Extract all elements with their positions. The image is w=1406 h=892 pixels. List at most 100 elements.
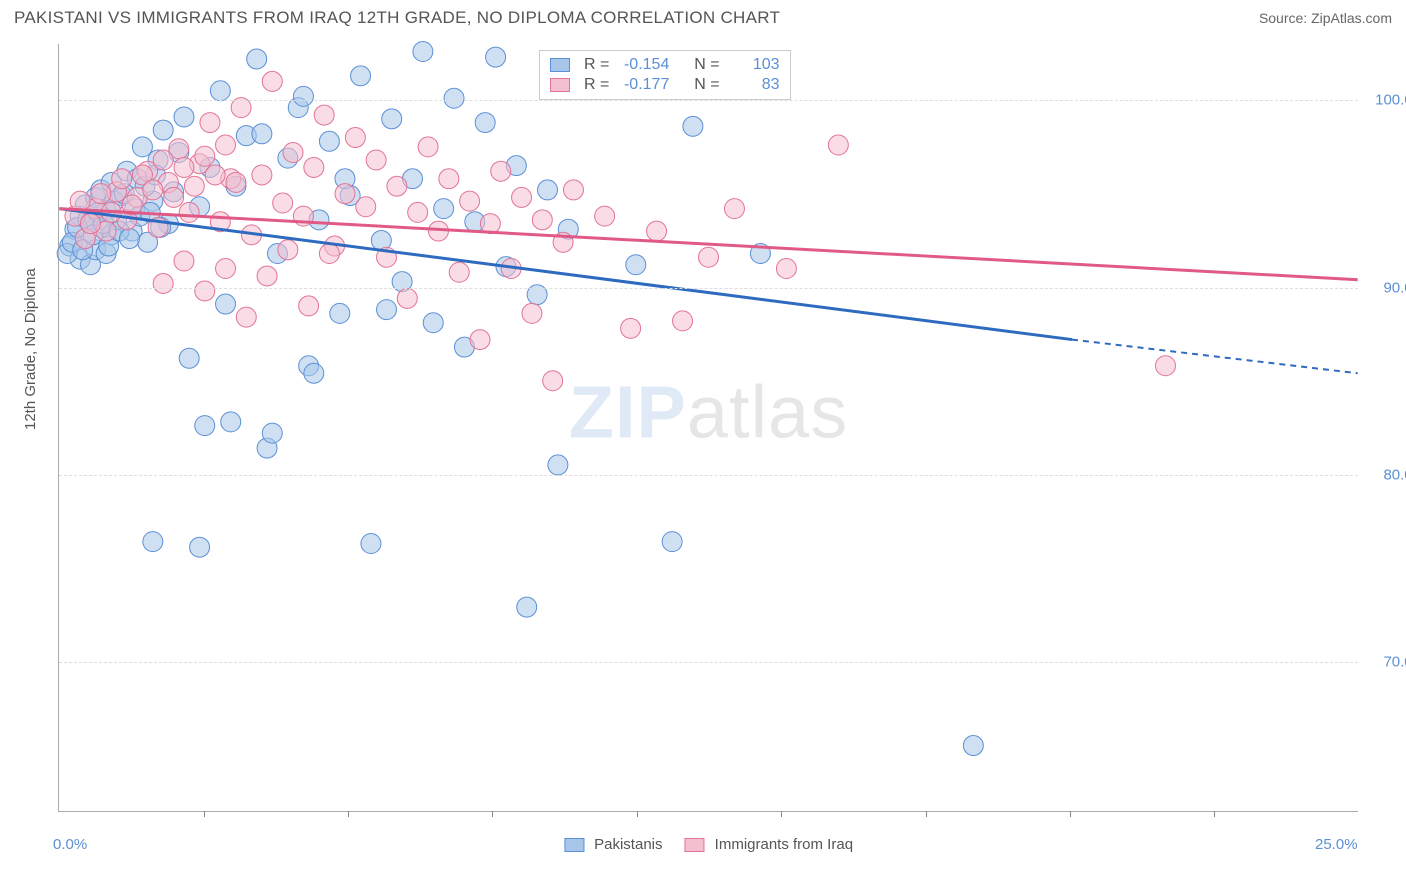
data-point bbox=[273, 193, 293, 213]
data-point bbox=[226, 172, 246, 192]
data-point bbox=[470, 330, 490, 350]
data-point bbox=[330, 303, 350, 323]
data-point bbox=[112, 169, 132, 189]
legend-item-0: Pakistanis bbox=[564, 836, 663, 853]
data-point bbox=[647, 221, 667, 241]
r-label-1: R = bbox=[584, 76, 609, 94]
data-point bbox=[418, 137, 438, 157]
data-point bbox=[335, 184, 355, 204]
r-value-0: -0.154 bbox=[617, 56, 669, 74]
data-point bbox=[444, 88, 464, 108]
data-point bbox=[439, 169, 459, 189]
legend-bottom: Pakistanis Immigrants from Iraq bbox=[564, 836, 853, 853]
x-tick-label: 0.0% bbox=[53, 836, 87, 853]
trend-line-extrapolated bbox=[1072, 340, 1358, 374]
data-point bbox=[304, 363, 324, 383]
data-point bbox=[423, 313, 443, 333]
data-point bbox=[397, 288, 417, 308]
data-point bbox=[963, 736, 983, 756]
chart-title: PAKISTANI VS IMMIGRANTS FROM IRAQ 12TH G… bbox=[14, 8, 780, 28]
data-point bbox=[205, 165, 225, 185]
data-point bbox=[143, 532, 163, 552]
data-point bbox=[299, 296, 319, 316]
data-point bbox=[449, 262, 469, 282]
scatter-plot bbox=[59, 44, 1358, 811]
data-point bbox=[195, 146, 215, 166]
data-point bbox=[538, 180, 558, 200]
data-point bbox=[262, 71, 282, 91]
data-point bbox=[262, 423, 282, 443]
data-point bbox=[174, 251, 194, 271]
data-point bbox=[195, 416, 215, 436]
swatch-series-1 bbox=[550, 78, 570, 92]
data-point bbox=[247, 49, 267, 69]
data-point bbox=[387, 176, 407, 196]
swatch-series-0 bbox=[550, 58, 570, 72]
n-value-0: 103 bbox=[728, 56, 780, 74]
n-label-0: N = bbox=[694, 56, 719, 74]
data-point bbox=[252, 124, 272, 144]
data-point bbox=[532, 210, 552, 230]
data-point bbox=[662, 532, 682, 552]
data-point bbox=[351, 66, 371, 86]
data-point bbox=[1156, 356, 1176, 376]
data-point bbox=[81, 214, 101, 234]
data-point bbox=[512, 187, 532, 207]
data-point bbox=[304, 157, 324, 177]
data-point bbox=[216, 294, 236, 314]
header: PAKISTANI VS IMMIGRANTS FROM IRAQ 12TH G… bbox=[0, 0, 1406, 32]
data-point bbox=[174, 157, 194, 177]
correlation-legend: R = -0.154 N = 103 R = -0.177 N = 83 bbox=[539, 50, 791, 100]
x-tick bbox=[637, 811, 638, 817]
n-value-1: 83 bbox=[728, 76, 780, 94]
legend-swatch-1 bbox=[685, 838, 705, 852]
x-tick bbox=[926, 811, 927, 817]
data-point bbox=[216, 135, 236, 155]
data-point bbox=[408, 202, 428, 222]
gridline-h bbox=[59, 288, 1358, 289]
y-tick-label: 100.0% bbox=[1375, 92, 1406, 109]
data-point bbox=[548, 455, 568, 475]
r-label-0: R = bbox=[584, 56, 609, 74]
data-point bbox=[179, 202, 199, 222]
data-point bbox=[210, 81, 230, 101]
data-point bbox=[164, 187, 184, 207]
data-point bbox=[278, 240, 298, 260]
data-point bbox=[460, 191, 480, 211]
data-point bbox=[517, 597, 537, 617]
data-point bbox=[153, 273, 173, 293]
corr-row-0: R = -0.154 N = 103 bbox=[550, 55, 780, 75]
data-point bbox=[132, 137, 152, 157]
x-tick-label: 25.0% bbox=[1315, 836, 1358, 853]
r-value-1: -0.177 bbox=[617, 76, 669, 94]
data-point bbox=[221, 412, 241, 432]
data-point bbox=[174, 107, 194, 127]
data-point bbox=[377, 300, 397, 320]
x-tick bbox=[1070, 811, 1071, 817]
data-point bbox=[475, 113, 495, 133]
x-tick bbox=[1214, 811, 1215, 817]
chart-area: ZIPatlas R = -0.154 N = 103 R = -0.177 N… bbox=[58, 44, 1358, 812]
x-tick bbox=[492, 811, 493, 817]
x-tick bbox=[204, 811, 205, 817]
y-tick-label: 80.0% bbox=[1383, 466, 1406, 483]
data-point bbox=[216, 259, 236, 279]
data-point bbox=[724, 199, 744, 219]
data-point bbox=[319, 131, 339, 151]
data-point bbox=[179, 348, 199, 368]
legend-label-0: Pakistanis bbox=[594, 836, 662, 853]
data-point bbox=[91, 184, 111, 204]
data-point bbox=[143, 180, 163, 200]
data-point bbox=[293, 86, 313, 106]
gridline-h bbox=[59, 475, 1358, 476]
data-point bbox=[200, 113, 220, 133]
data-point bbox=[314, 105, 334, 125]
data-point bbox=[361, 533, 381, 553]
data-point bbox=[382, 109, 402, 129]
data-point bbox=[252, 165, 272, 185]
data-point bbox=[626, 255, 646, 275]
data-point bbox=[595, 206, 615, 226]
x-tick bbox=[348, 811, 349, 817]
data-point bbox=[776, 259, 796, 279]
n-label-1: N = bbox=[694, 76, 719, 94]
